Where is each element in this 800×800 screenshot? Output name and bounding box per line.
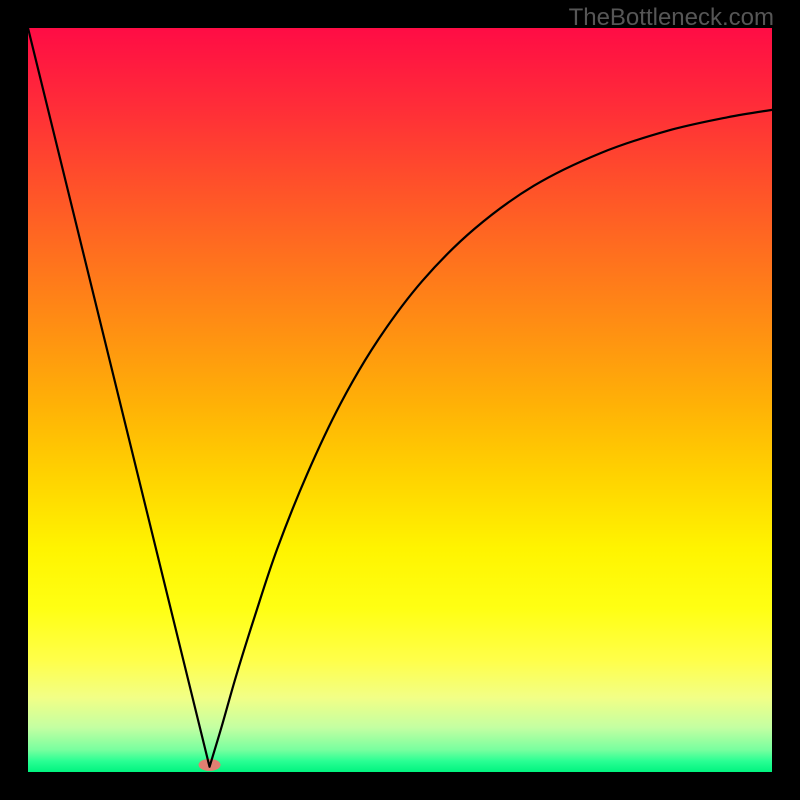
bottleneck-chart: TheBottleneck.com [0,0,800,800]
curve-overlay-svg [28,28,772,772]
bottleneck-curve [28,28,772,767]
chart-plot-area [28,28,772,772]
